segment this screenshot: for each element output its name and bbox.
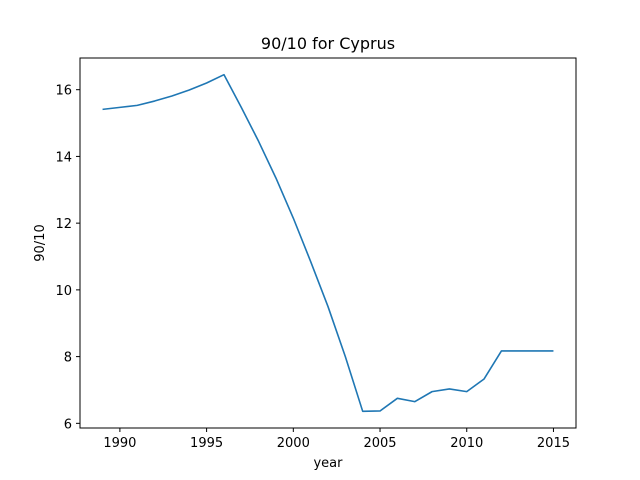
chart-title: 90/10 for Cyprus	[261, 34, 395, 53]
x-tick-label: 1995	[190, 436, 223, 451]
y-tick-label: 8	[64, 351, 72, 366]
series-line	[102, 73, 554, 413]
plot-frame	[79, 57, 577, 429]
x-axis: 1990 1995 2000 2005 2010 2015	[103, 428, 570, 451]
y-tick-label: 16	[55, 84, 72, 99]
x-tick-label: 2015	[537, 436, 570, 451]
x-tick-label: 2010	[450, 436, 483, 451]
x-axis-label: year	[313, 456, 343, 471]
y-tick-label: 12	[55, 217, 72, 232]
y-tick-label: 14	[55, 150, 72, 165]
x-tick-label: 2005	[363, 436, 396, 451]
y-tick-label: 10	[55, 284, 72, 299]
y-tick-label: 6	[64, 417, 72, 432]
x-tick-label: 1990	[103, 436, 136, 451]
y-axis-label: 90/10	[33, 224, 48, 261]
x-tick-label: 2000	[277, 436, 310, 451]
plot-area	[80, 58, 576, 428]
y-axis: 6 8 10 12 14 16	[55, 84, 80, 432]
